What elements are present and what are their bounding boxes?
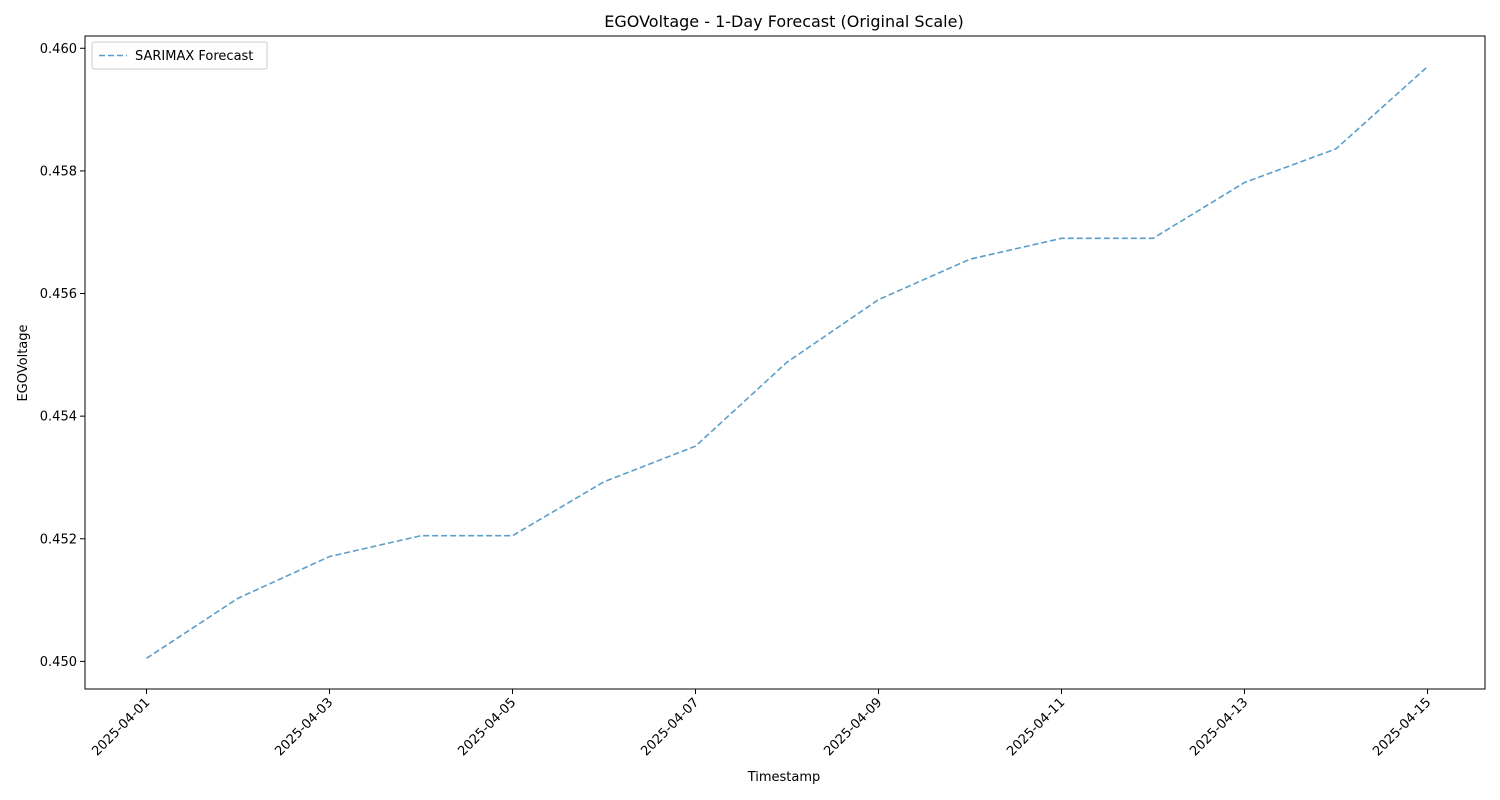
legend-label: SARIMAX Forecast bbox=[135, 49, 253, 64]
x-tick-label: 2025-04-01 bbox=[89, 695, 153, 759]
y-tick-label: 0.452 bbox=[40, 532, 77, 547]
y-axis: 0.450 0.452 0.454 0.456 0.458 0.460 bbox=[40, 42, 85, 670]
x-axis-label: Timestamp bbox=[747, 770, 821, 785]
y-tick-label: 0.460 bbox=[40, 42, 77, 57]
legend: SARIMAX Forecast bbox=[91, 41, 268, 70]
series-layer bbox=[146, 66, 1429, 660]
x-tick-label: 2025-04-11 bbox=[1004, 695, 1068, 759]
y-axis-label: EGOVoltage bbox=[16, 324, 31, 401]
x-tick-label: 2025-04-15 bbox=[1370, 695, 1434, 759]
x-tick-label: 2025-04-09 bbox=[821, 695, 885, 759]
plot-frame bbox=[84, 35, 1486, 690]
y-tick-label: 0.454 bbox=[40, 410, 77, 425]
x-tick-label: 2025-04-03 bbox=[272, 695, 336, 759]
y-tick-label: 0.458 bbox=[40, 164, 77, 179]
x-tick-label: 2025-04-07 bbox=[638, 695, 702, 759]
y-tick-label: 0.450 bbox=[40, 655, 77, 670]
legend-box bbox=[91, 41, 268, 70]
x-axis: 2025-04-01 2025-04-03 2025-04-05 2025-04-07… bbox=[89, 689, 1434, 759]
y-tick-label: 0.456 bbox=[40, 287, 77, 302]
chart-title: EGOVoltage - 1-Day Forecast (Original Sc… bbox=[604, 12, 963, 31]
series-line bbox=[146, 66, 1429, 660]
x-tick-label: 2025-04-05 bbox=[455, 695, 519, 759]
x-tick-label: 2025-04-13 bbox=[1187, 695, 1251, 759]
